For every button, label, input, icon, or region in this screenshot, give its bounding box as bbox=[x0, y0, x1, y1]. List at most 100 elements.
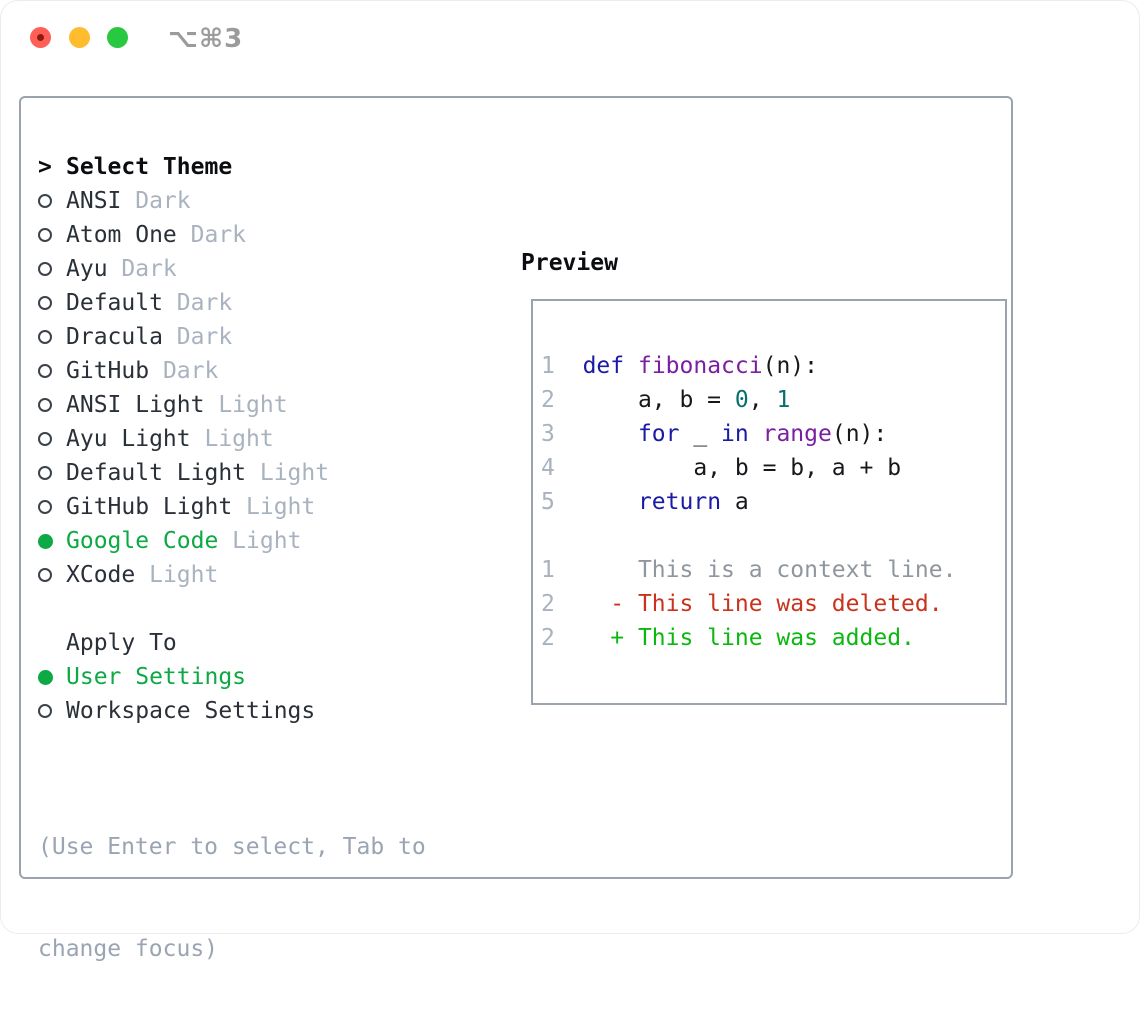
apply-to-header: Apply To bbox=[38, 626, 508, 660]
apply-to-title: Apply To bbox=[66, 626, 177, 660]
diff-text: This is a context line. bbox=[555, 557, 957, 583]
code-token-kwd: for bbox=[638, 421, 680, 447]
code-token-pln: , bbox=[749, 387, 777, 413]
theme-name: ANSI bbox=[66, 184, 121, 218]
theme-option[interactable]: GitHub Light Light bbox=[38, 490, 508, 524]
code-line: 5 return a bbox=[541, 485, 1005, 519]
code-token-pln: (n): bbox=[832, 421, 887, 447]
select-theme-header: > Select Theme bbox=[38, 150, 508, 184]
code-line: 2 a, b = 0, 1 bbox=[541, 383, 1005, 417]
code-token-pln: _ bbox=[680, 421, 722, 447]
theme-option[interactable]: Atom One Dark bbox=[38, 218, 508, 252]
theme-option[interactable]: Ayu Light Light bbox=[38, 422, 508, 456]
code-token-num: 0 bbox=[735, 387, 749, 413]
theme-variant: Light bbox=[204, 388, 287, 422]
diff-line-added: 2 + This line was added. bbox=[541, 621, 1005, 655]
code-line: 3 for _ in range(n): bbox=[541, 417, 1005, 451]
theme-option[interactable]: Default Dark bbox=[38, 286, 508, 320]
theme-option[interactable]: Default Light Light bbox=[38, 456, 508, 490]
code-token-pln: a, b = b, a + b bbox=[555, 455, 901, 481]
theme-variant: Dark bbox=[121, 184, 190, 218]
code-token-pln: (n): bbox=[763, 353, 818, 379]
theme-variant: Light bbox=[135, 558, 218, 592]
radio-icon bbox=[38, 194, 66, 208]
preview-title: Preview bbox=[521, 246, 618, 280]
theme-name: Ayu Light bbox=[66, 422, 191, 456]
code-token-pln bbox=[749, 421, 763, 447]
line-number: 3 bbox=[541, 421, 555, 447]
unsaved-dot-icon bbox=[37, 34, 44, 41]
theme-name: Default Light bbox=[66, 456, 246, 490]
line-number: 1 bbox=[541, 353, 555, 379]
theme-option[interactable]: ANSI Light Light bbox=[38, 388, 508, 422]
apply-to-option-label: Workspace Settings bbox=[66, 694, 315, 728]
titlebar: ⌥⌘3 bbox=[0, 0, 1140, 74]
code-line: 1 def fibonacci(n): bbox=[541, 349, 1005, 383]
hint-line-1: (Use Enter to select, Tab to bbox=[38, 830, 508, 864]
minimize-button[interactable] bbox=[69, 27, 90, 48]
spacer bbox=[38, 728, 508, 762]
radio-icon bbox=[38, 262, 66, 276]
select-theme-title: Select Theme bbox=[66, 150, 232, 184]
blank-line bbox=[541, 519, 1005, 553]
radio-icon bbox=[38, 500, 66, 514]
zoom-button[interactable] bbox=[107, 27, 128, 48]
spacer bbox=[38, 592, 508, 626]
radio-icon bbox=[38, 704, 66, 718]
theme-option[interactable]: ANSI Dark bbox=[38, 184, 508, 218]
code-token-pln: a, b = bbox=[555, 387, 735, 413]
window-title: ⌥⌘3 bbox=[168, 24, 243, 54]
theme-option[interactable]: Ayu Dark bbox=[38, 252, 508, 286]
radio-icon bbox=[38, 466, 66, 480]
theme-option[interactable]: Google Code Light bbox=[38, 524, 508, 558]
theme-name: GitHub bbox=[66, 354, 149, 388]
theme-option[interactable]: Dracula Dark bbox=[38, 320, 508, 354]
apply-to-option[interactable]: User Settings bbox=[38, 660, 508, 694]
line-number: 2 bbox=[541, 625, 555, 651]
radio-icon bbox=[38, 568, 66, 582]
theme-name: Default bbox=[66, 286, 163, 320]
code-token-pln: a bbox=[721, 489, 749, 515]
theme-option[interactable]: XCode Light bbox=[38, 558, 508, 592]
code-token-kwd: in bbox=[721, 421, 749, 447]
radio-icon bbox=[38, 398, 66, 412]
radio-icon bbox=[38, 228, 66, 242]
close-button[interactable] bbox=[30, 27, 51, 48]
code-token-pln bbox=[555, 353, 583, 379]
code-token-pln bbox=[555, 421, 638, 447]
code-token-kwd: def bbox=[583, 353, 625, 379]
theme-variant: Dark bbox=[177, 218, 246, 252]
theme-option[interactable]: GitHub Dark bbox=[38, 354, 508, 388]
theme-name: Atom One bbox=[66, 218, 177, 252]
diff-text: - This line was deleted. bbox=[555, 591, 943, 617]
code-line: 4 a, b = b, a + b bbox=[541, 451, 1005, 485]
cursor-prefix-icon: > bbox=[38, 150, 66, 184]
code-token-fn: range bbox=[763, 421, 832, 447]
code-token-kwd: return bbox=[638, 489, 721, 515]
radio-selected-icon bbox=[38, 670, 66, 685]
code-token-pln bbox=[555, 489, 638, 515]
radio-icon bbox=[38, 330, 66, 344]
theme-name: Ayu bbox=[66, 252, 108, 286]
theme-name: XCode bbox=[66, 558, 135, 592]
theme-variant: Dark bbox=[163, 320, 232, 354]
radio-icon bbox=[38, 364, 66, 378]
theme-name: Dracula bbox=[66, 320, 163, 354]
theme-name: GitHub Light bbox=[66, 490, 232, 524]
theme-name: ANSI Light bbox=[66, 388, 204, 422]
apply-to-option[interactable]: Workspace Settings bbox=[38, 694, 508, 728]
line-number: 5 bbox=[541, 489, 555, 515]
theme-variant: Dark bbox=[108, 252, 177, 286]
line-number: 4 bbox=[541, 455, 555, 481]
radio-icon bbox=[38, 296, 66, 310]
code-token-pln bbox=[624, 353, 638, 379]
radio-icon bbox=[38, 432, 66, 446]
keyboard-hint: (Use Enter to select, Tab to change focu… bbox=[38, 762, 508, 1034]
theme-variant: Light bbox=[191, 422, 274, 456]
hint-line-2: change focus) bbox=[38, 932, 508, 966]
line-number: 2 bbox=[541, 591, 555, 617]
